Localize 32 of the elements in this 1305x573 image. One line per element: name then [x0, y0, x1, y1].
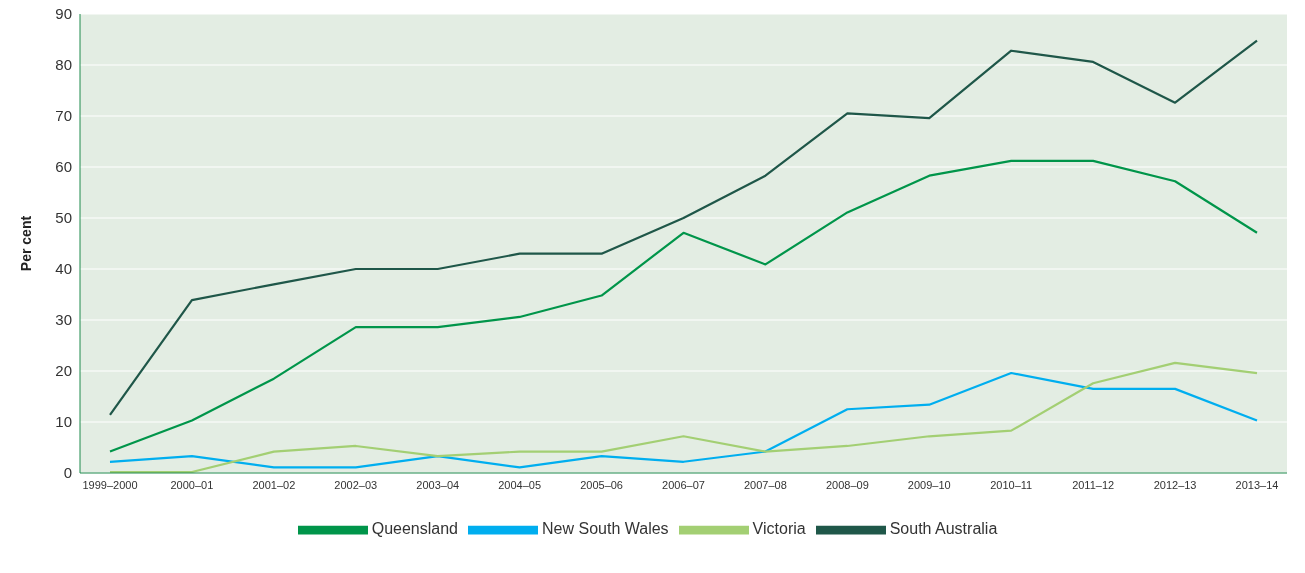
x-tick-label: 2002–03: [334, 478, 378, 491]
legend-label: Queensland: [371, 520, 459, 538]
y-axis-title: Per cent: [17, 215, 34, 272]
x-tick-label: 1999–2000: [82, 478, 138, 491]
x-tick-label: 2012–13: [1153, 478, 1197, 491]
x-tick-label: 2000–01: [170, 478, 214, 491]
x-tick-label: 2011–12: [1072, 478, 1115, 491]
x-tick-label: 2007–08: [744, 478, 787, 491]
x-tick-label: 2006–07: [662, 478, 705, 491]
x-tick-label: 2005–06: [580, 478, 623, 491]
y-tick-label: 60: [55, 158, 72, 176]
y-tick-label: 10: [55, 413, 72, 431]
y-tick-label: 0: [63, 464, 72, 482]
x-tick-label: 2004–05: [498, 478, 542, 491]
y-tick-label: 70: [55, 107, 72, 125]
x-tick-label: 2010–11: [990, 478, 1033, 491]
x-tick-label: 2009–10: [907, 478, 951, 491]
line-series: [108, 39, 1259, 416]
y-tick-label: 90: [55, 5, 72, 23]
y-tick-label: 20: [55, 362, 72, 380]
legend-label: South Australia: [889, 520, 998, 538]
x-tick-label: 2013–14: [1235, 478, 1279, 491]
legend-label: Victoria: [752, 520, 806, 538]
y-tick-label: 80: [55, 56, 72, 74]
line-series: [108, 159, 1259, 453]
x-tick-label: 2008–09: [825, 478, 869, 491]
x-tick-label: 2003–04: [416, 478, 460, 491]
y-tick-label: 40: [55, 260, 72, 278]
y-tick-label: 50: [55, 209, 72, 227]
x-tick-label: 2001–02: [252, 478, 296, 491]
legend-label: New South Wales: [542, 520, 669, 538]
y-tick-label: 30: [55, 311, 72, 329]
